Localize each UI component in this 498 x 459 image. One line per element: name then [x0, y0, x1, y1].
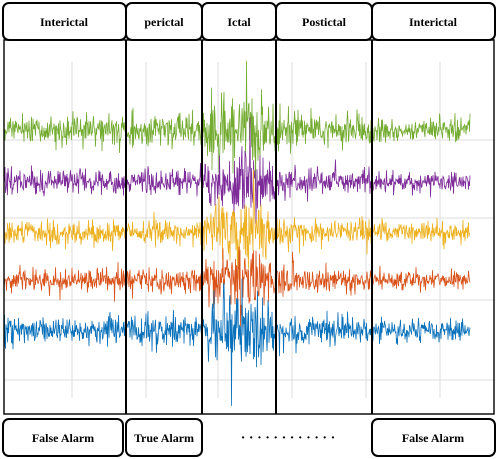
phase-label-postictal: Postictal [302, 15, 347, 29]
eeg-channel-trace [3, 169, 471, 280]
eeg-channel-trace [3, 117, 471, 224]
outcome-box-true-alarm [125, 418, 203, 457]
eeg-channel-trace [3, 60, 471, 192]
outcome-label-false-alarm-1: False Alarm [32, 431, 94, 445]
outcome-box-false-alarm-2 [371, 418, 496, 457]
segment-dividers [3, 39, 495, 415]
phase-label-interictal-1: Interictal [40, 15, 89, 29]
outcome-label-true-alarm: True Alarm [134, 431, 194, 445]
outcome-row [2, 418, 496, 457]
phase-label-interictal-2: Interictal [409, 15, 458, 29]
phase-header [2, 2, 496, 41]
outcome-label-false-alarm-2: False Alarm [402, 431, 464, 445]
eeg-channel-trace [3, 278, 471, 406]
phase-label-ictal: Ictal [227, 15, 251, 29]
eeg-traces [3, 60, 471, 406]
eeg-channel-trace [3, 246, 471, 327]
phase-label-perictal: perictal [144, 15, 184, 29]
outcome-ellipsis: · · · · · · · · · · · · [241, 431, 336, 446]
outcome-box-false-alarm-1 [2, 418, 124, 457]
phase-box-interictal-2 [371, 2, 496, 41]
